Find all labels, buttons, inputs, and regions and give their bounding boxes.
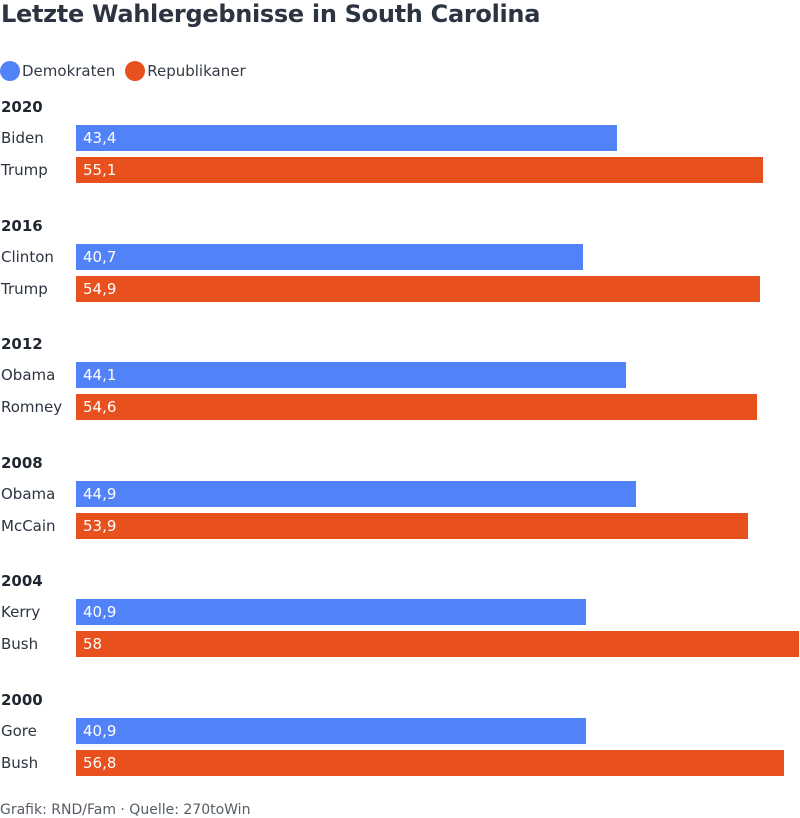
candidate-label: Bush [1,635,39,654]
candidate-label: Gore [1,722,37,740]
bar-2012-romney [76,394,757,421]
candidate-label: Clinton [1,247,54,266]
bar-2008-mccain [76,512,748,539]
bar-2004-kerry [76,599,586,626]
bar-value-label: 53,9 [83,516,117,535]
bar-2000-bush [76,750,785,776]
legend-dot-dem [0,61,20,81]
candidate-label: Kerry [1,603,41,622]
bar-value-label: 44,9 [83,484,117,503]
legend-item-rep: Republikaner [125,61,246,81]
legend-item-dem: Demokraten [0,61,115,81]
candidate-label: McCain [1,516,56,535]
candidate-label: Obama [1,366,56,385]
year-label-2008: 2008 [1,453,43,472]
candidate-label: Romney [1,398,63,417]
bar-value-label: 54,6 [83,398,117,417]
legend-dot-rep [125,61,146,81]
bar-value-label: 56,8 [83,754,117,772]
candidate-label: Trump [1,161,48,179]
chart-title: Letzte Wahlergebnisse in South Carolina [1,0,541,28]
bar-2016-trump [76,275,761,302]
year-label-2012: 2012 [1,335,43,354]
candidate-label: Bush [1,754,39,772]
year-label-2016: 2016 [1,216,43,235]
bar-value-label: 40,7 [83,247,117,266]
legend: Demokraten Republikaner [0,60,256,82]
candidate-label: Trump [1,279,48,298]
bar-2012-obama [76,362,626,389]
bar-value-label: 40,9 [83,603,117,622]
bar-value-label: 44,1 [83,366,117,385]
bar-2004-bush [76,631,799,658]
bar-value-label: 40,9 [83,722,117,740]
bar-2020-biden [76,125,617,151]
bar-value-label: 54,9 [83,279,117,298]
bar-2020-trump [76,157,763,183]
footer-source: Grafik: RND/Fam · Quelle: 270toWin [0,802,251,818]
bar-2000-gore [76,718,586,744]
legend-label-dem: Demokraten [22,62,116,80]
year-label-2004: 2004 [1,572,43,591]
legend-label-rep: Republikaner [147,62,246,80]
bar-value-label: 58 [83,635,103,654]
candidate-label: Obama [1,484,56,503]
bar-2016-clinton [76,243,584,270]
bar-value-label: 43,4 [83,129,117,147]
year-label-2000: 2000 [1,691,43,709]
bar-value-label: 55,1 [83,161,117,179]
year-label-2020: 2020 [1,98,43,116]
bar-2008-obama [76,480,636,507]
candidate-label: Biden [1,129,44,147]
